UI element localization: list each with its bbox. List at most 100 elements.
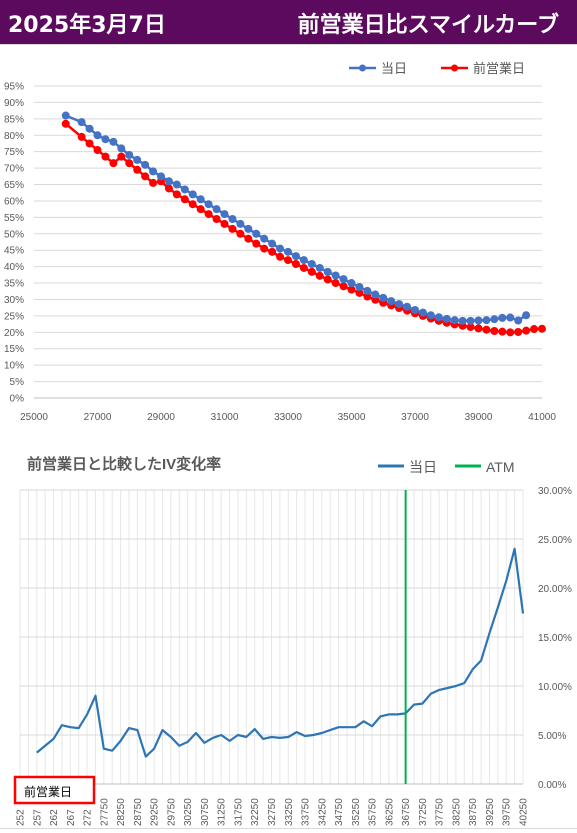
x-tick-label: 29250 xyxy=(150,798,161,826)
x-tick-label: 41000 xyxy=(528,412,556,423)
x-tick-label: 25000 xyxy=(20,412,48,423)
x-tick-label: 272 xyxy=(83,809,94,826)
y-tick-labels: 0% 5% 10% 15% 20% 25% 30% 35% 40% 45% 50% 55% 60% 65%… xyxy=(4,82,24,405)
point-today xyxy=(482,316,491,325)
y-tick-label: 50% xyxy=(4,229,24,240)
x-tick-label: 257 xyxy=(32,809,43,826)
x-tick-labels: 25000 27000 29000 31000 33000 35000 37000 39000… xyxy=(20,412,556,423)
legend-atm-label: ATM xyxy=(486,459,515,475)
point-prev xyxy=(291,260,300,269)
x-tick-labels: 252 257 262 267 272 27750 28250 28750 29250 29750… xyxy=(16,798,530,826)
point-today xyxy=(276,244,285,253)
point-today xyxy=(371,290,380,299)
point-prev xyxy=(61,119,70,128)
point-today xyxy=(474,316,483,325)
x-tick-label: 33000 xyxy=(274,412,302,423)
point-today xyxy=(450,316,459,325)
header-title: 前営業日比スマイルカーブ xyxy=(297,13,559,38)
point-today xyxy=(236,219,245,228)
x-tick-label: 31750 xyxy=(233,798,244,826)
y-tick-label: 95% xyxy=(4,82,24,93)
x-tick-label: 252 xyxy=(16,809,27,826)
point-today xyxy=(212,205,221,214)
point-prev xyxy=(514,327,523,336)
point-prev xyxy=(117,152,126,161)
point-prev xyxy=(307,267,316,276)
x-tick-label: 35250 xyxy=(351,798,362,826)
point-prev xyxy=(323,275,332,284)
point-today xyxy=(117,144,126,153)
series-group xyxy=(36,490,525,784)
y-tick-label: 30% xyxy=(4,295,24,306)
y-tick-label: 40% xyxy=(4,262,24,273)
legend-today-marker xyxy=(359,64,366,72)
x-tick-label: 35750 xyxy=(368,798,379,826)
point-today xyxy=(490,315,499,324)
y-tick-label: 5% xyxy=(10,377,25,388)
point-prev xyxy=(133,165,142,174)
point-today xyxy=(299,256,308,265)
point-prev xyxy=(347,285,356,294)
point-today xyxy=(260,234,269,243)
point-today xyxy=(188,190,197,199)
x-tick-label: 36250 xyxy=(384,798,395,826)
point-today xyxy=(411,305,419,314)
point-prev xyxy=(252,239,261,248)
x-tick-label: 27000 xyxy=(84,412,112,423)
x-tick-label: 31000 xyxy=(211,412,239,423)
point-today xyxy=(109,137,118,146)
point-prev xyxy=(109,159,118,168)
point-today xyxy=(323,267,332,276)
point-prev xyxy=(339,282,348,291)
point-today xyxy=(196,195,205,204)
y-tick-label: 5.00% xyxy=(538,731,566,742)
point-today xyxy=(506,313,515,322)
x-tick-label: 36750 xyxy=(401,798,412,826)
chart-title: 前営業日と比較したIV変化率 xyxy=(27,455,221,473)
x-tick-label: 28250 xyxy=(116,798,127,826)
y-tick-label: 25.00% xyxy=(538,535,572,546)
point-prev xyxy=(466,323,475,332)
x-tick-label: 30750 xyxy=(200,798,211,826)
point-prev xyxy=(315,271,324,280)
y-tick-label: 85% xyxy=(4,114,24,125)
x-tick-label: 32750 xyxy=(267,798,278,826)
y-tick-label: 75% xyxy=(4,147,24,158)
point-today xyxy=(514,316,523,325)
iv-change-chart: 前営業日と比較したIV変化率 0.00% 5.00% 10.00% 15.00% 20.… xyxy=(13,455,572,826)
point-today xyxy=(141,160,150,169)
x-tick-label: 39250 xyxy=(485,798,496,826)
x-tick-label: 32250 xyxy=(250,798,261,826)
x-tick-label: 30250 xyxy=(183,798,194,826)
point-prev xyxy=(236,229,245,238)
y-tick-label: 0.00% xyxy=(538,780,566,791)
point-today xyxy=(379,293,388,302)
x-tick-label: 31250 xyxy=(217,798,228,826)
point-prev xyxy=(93,146,102,155)
y-tick-label: 10% xyxy=(4,361,24,372)
y-tick-label: 15% xyxy=(4,344,24,355)
y-tick-label: 55% xyxy=(4,213,24,224)
point-today xyxy=(228,215,237,224)
point-today xyxy=(93,131,102,140)
x-tick-label: 262 xyxy=(49,809,60,826)
point-prev xyxy=(363,292,372,301)
x-tick-label: 35000 xyxy=(338,412,366,423)
point-prev xyxy=(101,152,110,161)
iv-change-panel: 前営業日と比較したIV変化率 0.00% 5.00% 10.00% 15.00% 20.… xyxy=(0,435,577,829)
y-tick-label: 45% xyxy=(4,246,24,257)
point-prev xyxy=(204,210,213,219)
point-today xyxy=(418,308,427,317)
point-today xyxy=(61,111,70,120)
point-today xyxy=(164,177,173,186)
y-tick-label: 90% xyxy=(4,98,24,109)
point-today xyxy=(77,118,86,127)
point-prev xyxy=(522,326,531,335)
point-prev xyxy=(180,195,189,204)
y-tick-label: 65% xyxy=(4,180,24,191)
point-today xyxy=(172,180,181,189)
point-today xyxy=(268,239,277,248)
y-tick-label: 30.00% xyxy=(538,486,572,497)
point-today xyxy=(426,311,435,320)
point-today xyxy=(252,229,261,238)
